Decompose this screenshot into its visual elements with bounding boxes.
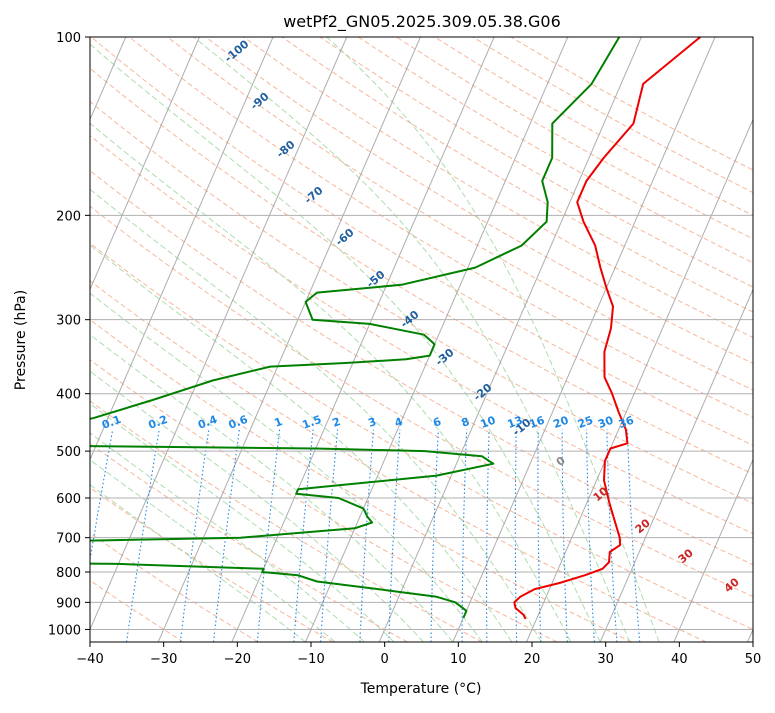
y-tick-label: 400 — [56, 388, 81, 403]
isotherm-label: -40 — [398, 308, 422, 331]
x-tick-label: 40 — [671, 652, 688, 667]
moist-adiabat-line — [0, 37, 482, 642]
y-tick-label: 500 — [56, 445, 81, 460]
dry-adiabat-line — [358, 37, 775, 642]
dry-adiabat-line — [91, 37, 775, 642]
isotherm-line — [748, 37, 775, 642]
dry-adiabat-line — [511, 37, 775, 642]
mixing-ratio-label: 25 — [576, 414, 595, 431]
dry-adiabat-line — [15, 37, 775, 642]
chart-title: wetPf2_GN05.2025.309.05.38.G06 — [283, 12, 561, 32]
x-tick-label: 50 — [745, 652, 762, 667]
mixing-ratio-label: 20 — [552, 414, 571, 432]
isotherm-label: -70 — [302, 184, 326, 207]
moist-adiabat-line — [0, 37, 512, 642]
dry-adiabat-line — [244, 37, 775, 642]
plot-frame — [90, 37, 753, 642]
isotherm-line — [232, 37, 494, 642]
mixing-ratio-label: 2 — [331, 415, 343, 430]
moist-adiabat-line — [82, 37, 601, 642]
moist-adiabat-line — [0, 37, 423, 642]
temperature-profile-line — [514, 37, 700, 619]
isotherm-line — [85, 37, 347, 642]
moist-adiabat-line — [0, 37, 335, 642]
line-labels: -100-90-80-70-60-50-40-30-20-10010203040… — [100, 37, 742, 595]
mixing-ratio-label: 1 — [273, 415, 285, 430]
x-tick-label: 20 — [524, 652, 541, 667]
x-tick-label: −10 — [297, 652, 324, 667]
isotherm-line — [11, 37, 273, 642]
mixing-ratio-line — [389, 430, 400, 642]
mixing-ratio-label: 10 — [479, 414, 498, 432]
isotherm-label: -100 — [222, 37, 252, 65]
mixing-ratio-label: 8 — [460, 415, 472, 430]
dry-adiabat-line — [0, 37, 408, 642]
mixing-ratio-label: 1.5 — [300, 413, 323, 432]
x-tick-label: 10 — [450, 652, 467, 667]
x-tick-label: 30 — [597, 652, 614, 667]
isotherm-label: -90 — [248, 90, 272, 113]
background-lines — [0, 37, 775, 642]
isotherm-label: 20 — [633, 516, 653, 536]
mixing-ratio-line — [607, 430, 617, 642]
mixing-ratio-line — [321, 430, 338, 642]
dry-adiabat-line — [0, 37, 482, 642]
isotherm-label: -60 — [333, 226, 357, 249]
isotherm-line — [306, 37, 568, 642]
isotherm-label: 40 — [722, 575, 742, 595]
dry-adiabat-line — [0, 37, 632, 642]
y-axis-label: Pressure (hPa) — [13, 290, 29, 390]
mixing-ratio-line — [127, 430, 160, 642]
y-tick-label: 100 — [56, 31, 81, 46]
mixing-ratio-label: 3 — [367, 415, 379, 430]
moist-adiabat-line — [0, 37, 453, 642]
profile-series — [0, 37, 700, 619]
x-tick-label: −40 — [76, 652, 103, 667]
dry-adiabat-line — [0, 37, 258, 642]
dry-adiabat-line — [129, 37, 775, 642]
moist-adiabat-line — [0, 37, 571, 642]
isotherm-label: 0 — [554, 454, 568, 469]
y-tick-label: 300 — [56, 314, 81, 329]
moist-adiabat-line — [0, 37, 306, 642]
x-tick-label: −20 — [224, 652, 251, 667]
x-tick-label: −30 — [150, 652, 177, 667]
y-tick-label: 1000 — [48, 623, 81, 638]
mixing-ratio-label: 16 — [528, 414, 547, 432]
x-axis-ticks: −40 −30 −20 −10 0 10 20 30 40 50 — [76, 642, 761, 667]
dry-adiabat-line — [0, 37, 706, 642]
mixing-ratio-line — [587, 430, 595, 642]
y-tick-label: 800 — [56, 566, 81, 581]
mixing-ratio-label: 6 — [431, 415, 443, 430]
y-axis-ticks: 100 200 300 400 500 600 700 800 900 1000 — [48, 31, 90, 638]
x-axis-label: Temperature (°C) — [360, 681, 482, 697]
dry-adiabat-line — [0, 37, 557, 642]
moist-adiabat-line — [0, 37, 394, 642]
isotherm-label: 30 — [676, 546, 696, 566]
y-tick-label: 600 — [56, 492, 81, 507]
y-tick-label: 200 — [56, 209, 81, 224]
mixing-ratio-line — [294, 430, 313, 642]
moist-adiabat-line — [194, 37, 630, 642]
isotherm-line — [379, 37, 641, 642]
x-tick-label: 0 — [381, 652, 389, 667]
isotherm-line — [453, 37, 715, 642]
y-tick-label: 700 — [56, 532, 81, 547]
mixing-ratio-label: 30 — [596, 414, 615, 432]
dry-adiabat-line — [320, 37, 775, 642]
mixing-ratio-line — [431, 430, 438, 642]
dewpoint-profile-line — [0, 37, 619, 618]
dry-adiabat-line — [473, 37, 775, 642]
y-tick-label: 900 — [56, 596, 81, 611]
